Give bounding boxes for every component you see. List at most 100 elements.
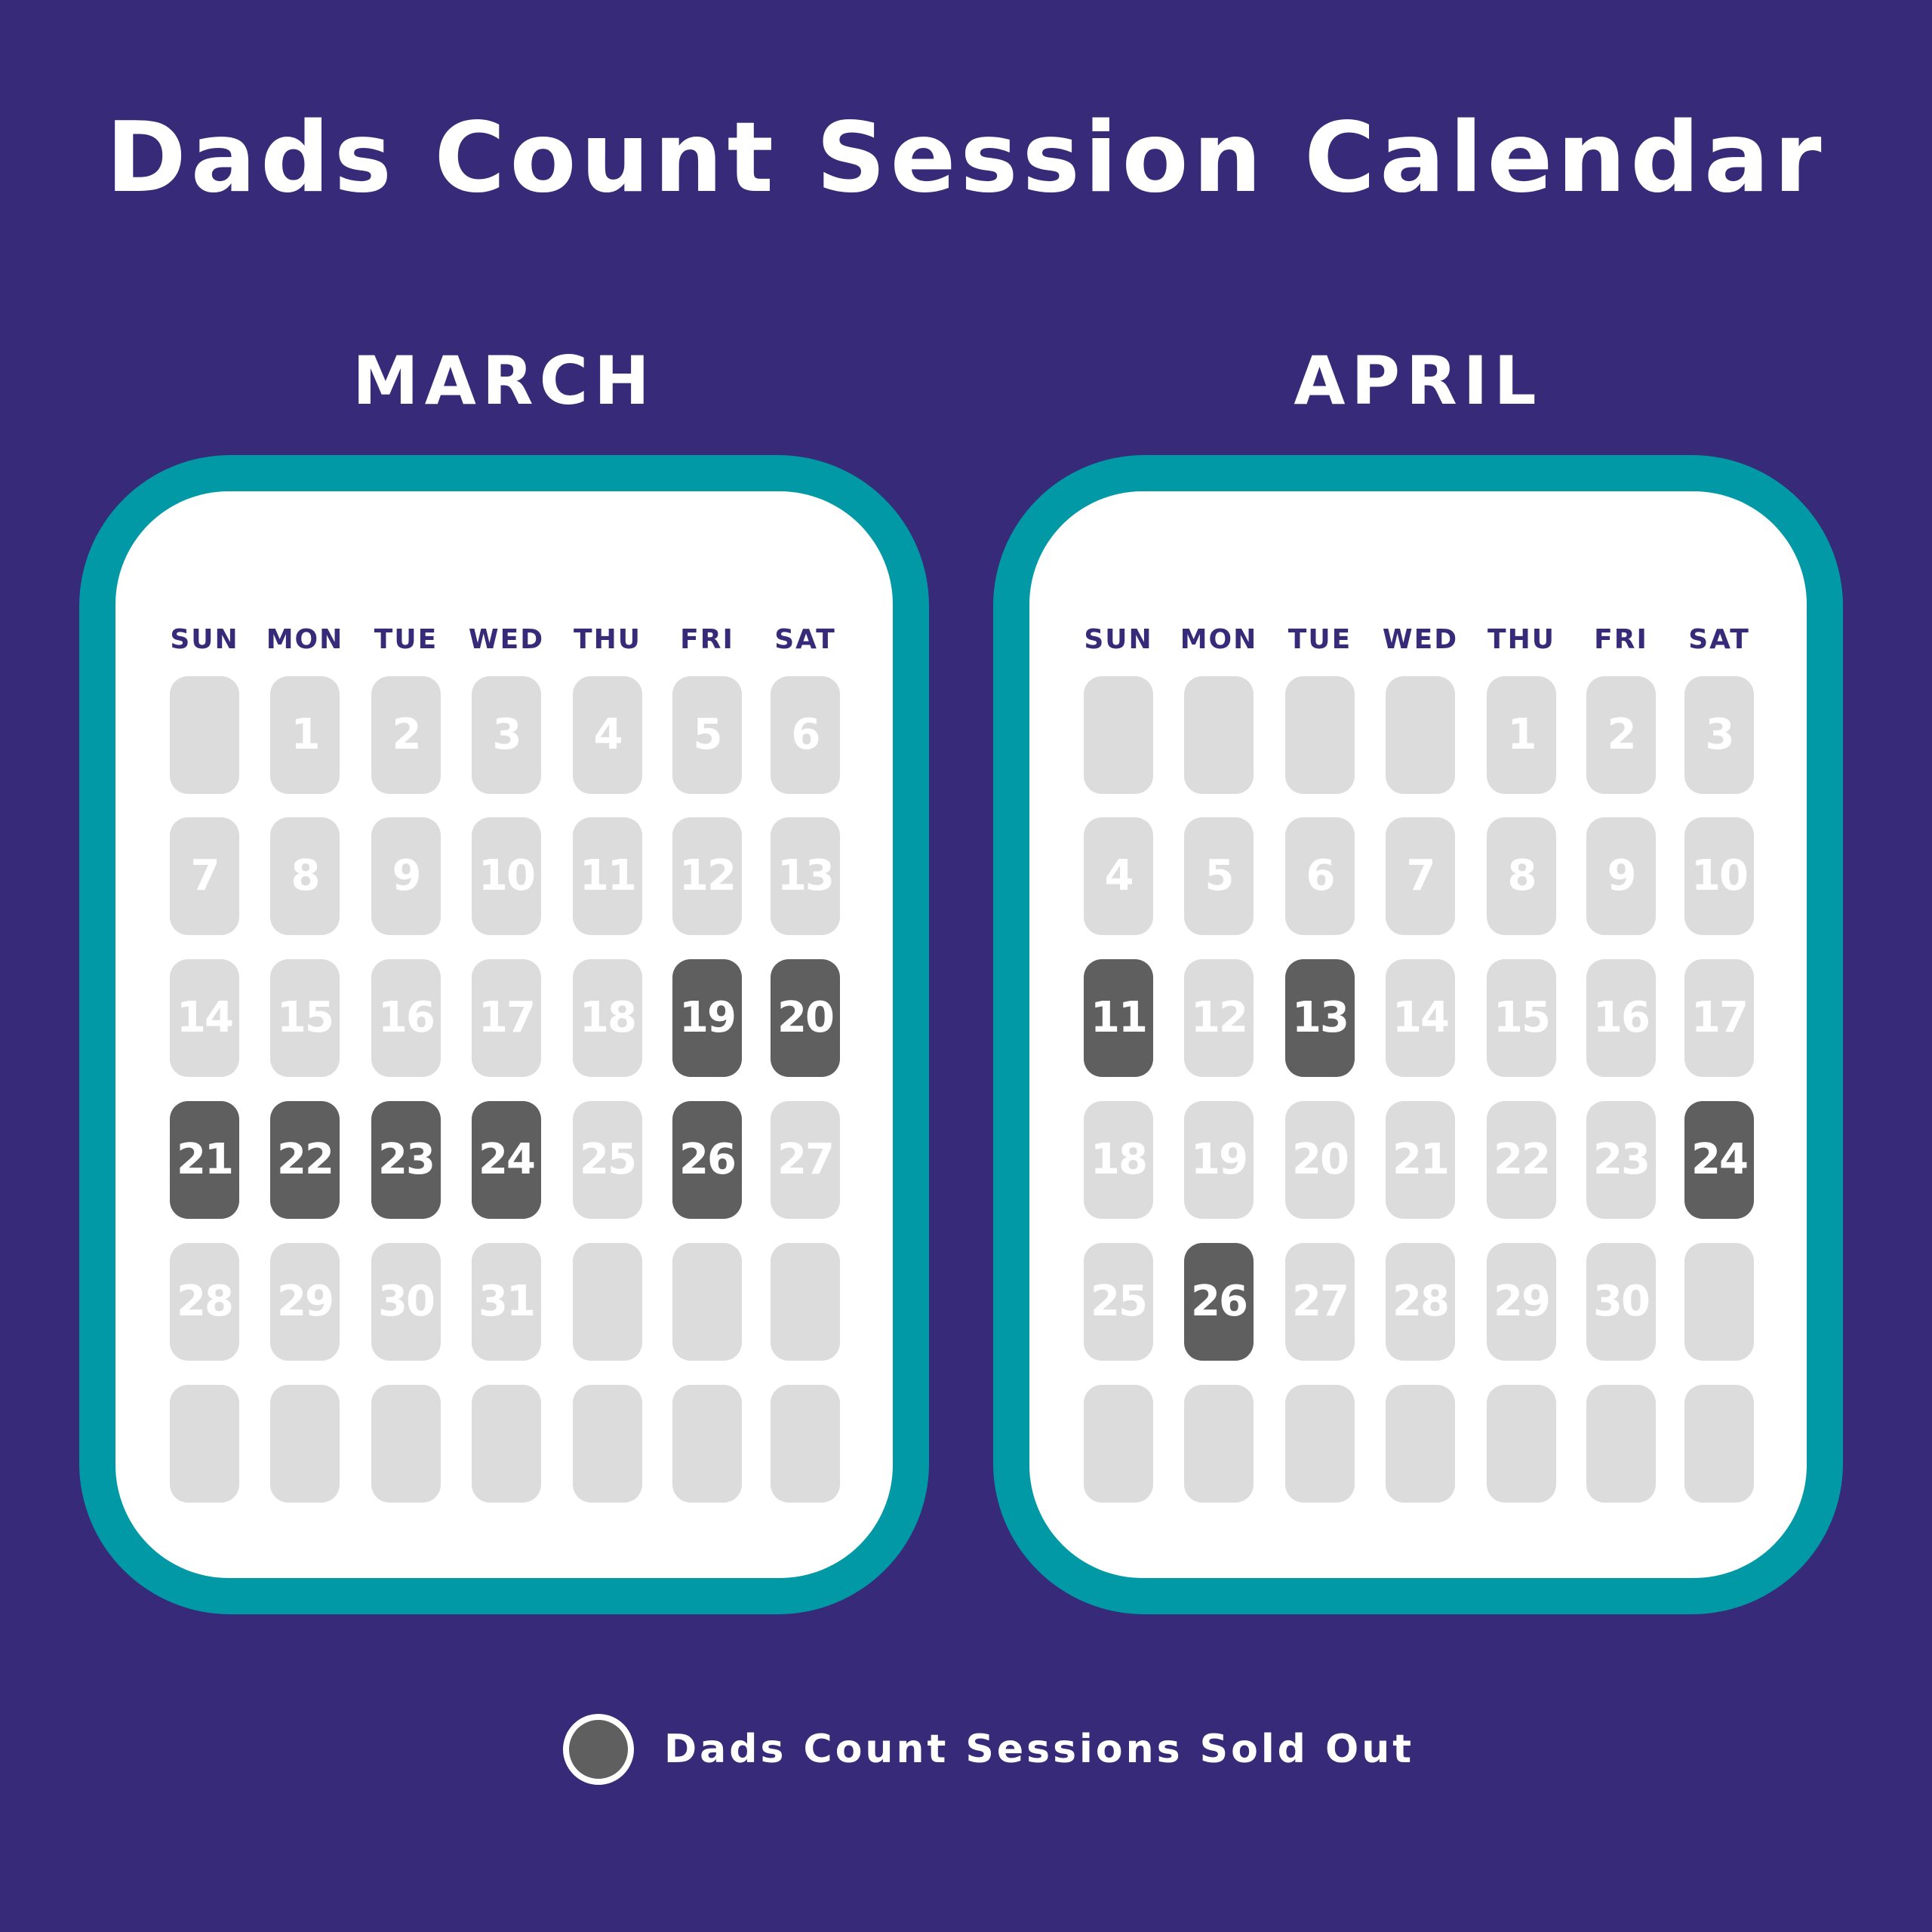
empty-day-april — [1386, 676, 1455, 794]
empty-day-march — [771, 1385, 840, 1503]
calendar-card-april: SUN MON TUE WED THU FRI SAT 1 2 3 4 5 6 7 8 9 10 11 12 13 14… — [1029, 491, 1807, 1578]
weekday-march-thu: THU — [574, 624, 641, 655]
empty-day-april — [1084, 1385, 1153, 1503]
day-march-10: 10 — [472, 817, 541, 935]
day-march-11: 11 — [573, 817, 642, 935]
legend-swatch-icon — [563, 1714, 634, 1785]
day-march-14: 14 — [170, 959, 239, 1077]
weekday-april-wed: WED — [1382, 624, 1459, 655]
day-march-17: 17 — [472, 959, 541, 1077]
empty-day-march — [672, 1385, 742, 1503]
weekday-april-sun: SUN — [1084, 624, 1153, 655]
empty-day-april — [1084, 676, 1153, 794]
day-march-5: 5 — [672, 676, 742, 794]
empty-day-april — [1386, 1385, 1455, 1503]
day-march-2: 2 — [371, 676, 441, 794]
day-april-21: 21 — [1386, 1101, 1455, 1219]
day-april-12: 12 — [1184, 959, 1254, 1077]
sold-out-day-march-20: 20 — [771, 959, 840, 1077]
day-april-25: 25 — [1084, 1243, 1153, 1361]
page-title: Dads Count Session Calendar — [106, 102, 1826, 214]
day-march-27: 27 — [771, 1101, 840, 1219]
day-march-15: 15 — [270, 959, 340, 1077]
weekday-april-tue: TUE — [1287, 624, 1352, 655]
sold-out-day-april-11: 11 — [1084, 959, 1153, 1077]
day-april-19: 19 — [1184, 1101, 1254, 1219]
day-march-1: 1 — [270, 676, 340, 794]
empty-day-march — [170, 676, 239, 794]
empty-day-april — [1684, 1385, 1754, 1503]
day-march-9: 9 — [371, 817, 441, 935]
sold-out-day-april-26: 26 — [1184, 1243, 1254, 1361]
day-march-18: 18 — [573, 959, 642, 1077]
day-april-1: 1 — [1487, 676, 1556, 794]
sold-out-day-march-23: 23 — [371, 1101, 441, 1219]
weekday-march-wed: WED — [468, 624, 545, 655]
sold-out-day-march-22: 22 — [270, 1101, 340, 1219]
day-april-22: 22 — [1487, 1101, 1556, 1219]
day-march-16: 16 — [371, 959, 441, 1077]
empty-day-march — [170, 1385, 239, 1503]
day-april-17: 17 — [1684, 959, 1754, 1077]
day-march-13: 13 — [771, 817, 840, 935]
sold-out-day-april-13: 13 — [1285, 959, 1355, 1077]
day-april-29: 29 — [1487, 1243, 1556, 1361]
empty-day-april — [1586, 1385, 1656, 1503]
day-april-27: 27 — [1285, 1243, 1355, 1361]
day-march-6: 6 — [771, 676, 840, 794]
empty-day-march — [771, 1243, 840, 1361]
empty-day-march — [672, 1243, 742, 1361]
weekday-march-sat: SAT — [774, 624, 836, 655]
day-april-30: 30 — [1586, 1243, 1656, 1361]
month-label-march: MARCH — [352, 342, 656, 420]
day-march-31: 31 — [472, 1243, 541, 1361]
weekday-april-thu: THU — [1487, 624, 1555, 655]
empty-day-march — [371, 1385, 441, 1503]
day-april-28: 28 — [1386, 1243, 1455, 1361]
day-march-28: 28 — [170, 1243, 239, 1361]
weekday-march-tue: TUE — [374, 624, 438, 655]
day-april-2: 2 — [1586, 676, 1656, 794]
day-march-8: 8 — [270, 817, 340, 935]
empty-day-march — [472, 1385, 541, 1503]
empty-day-april — [1285, 676, 1355, 794]
day-march-12: 12 — [672, 817, 742, 935]
day-april-23: 23 — [1586, 1101, 1656, 1219]
legend-label: Dads Count Sessions Sold Out — [664, 1727, 1415, 1772]
month-label-april: APRIL — [1294, 342, 1543, 420]
empty-day-april — [1285, 1385, 1355, 1503]
sold-out-day-march-21: 21 — [170, 1101, 239, 1219]
day-march-3: 3 — [472, 676, 541, 794]
empty-day-march — [573, 1243, 642, 1361]
day-april-3: 3 — [1684, 676, 1754, 794]
day-april-18: 18 — [1084, 1101, 1153, 1219]
weekday-march-fri: FRI — [680, 624, 734, 655]
day-march-25: 25 — [573, 1101, 642, 1219]
day-april-4: 4 — [1084, 817, 1153, 935]
day-april-20: 20 — [1285, 1101, 1355, 1219]
day-april-7: 7 — [1386, 817, 1455, 935]
weekday-march-mon: MON — [266, 624, 344, 655]
empty-day-march — [270, 1385, 340, 1503]
sold-out-day-march-19: 19 — [672, 959, 742, 1077]
weekday-april-fri: FRI — [1594, 624, 1648, 655]
sold-out-day-april-24: 24 — [1684, 1101, 1754, 1219]
empty-day-april — [1184, 676, 1254, 794]
sold-out-day-march-24: 24 — [472, 1101, 541, 1219]
calendar-frame-april: SUN MON TUE WED THU FRI SAT 1 2 3 4 5 6 7 8 9 10 11 12 13 14… — [993, 455, 1843, 1614]
day-march-7: 7 — [170, 817, 239, 935]
weekday-april-mon: MON — [1180, 624, 1258, 655]
day-april-15: 15 — [1487, 959, 1556, 1077]
weekday-april-sat: SAT — [1688, 624, 1750, 655]
day-march-4: 4 — [573, 676, 642, 794]
sold-out-day-march-26: 26 — [672, 1101, 742, 1219]
weekday-march-sun: SUN — [170, 624, 239, 655]
day-april-6: 6 — [1285, 817, 1355, 935]
day-april-14: 14 — [1386, 959, 1455, 1077]
day-march-30: 30 — [371, 1243, 441, 1361]
calendar-card-march: SUN MON TUE WED THU FRI SAT 1 2 3 4 5 6 7 8 9 10 11 12 13 14… — [115, 491, 893, 1578]
day-april-10: 10 — [1684, 817, 1754, 935]
empty-day-april — [1684, 1243, 1754, 1361]
day-april-9: 9 — [1586, 817, 1656, 935]
empty-day-march — [573, 1385, 642, 1503]
